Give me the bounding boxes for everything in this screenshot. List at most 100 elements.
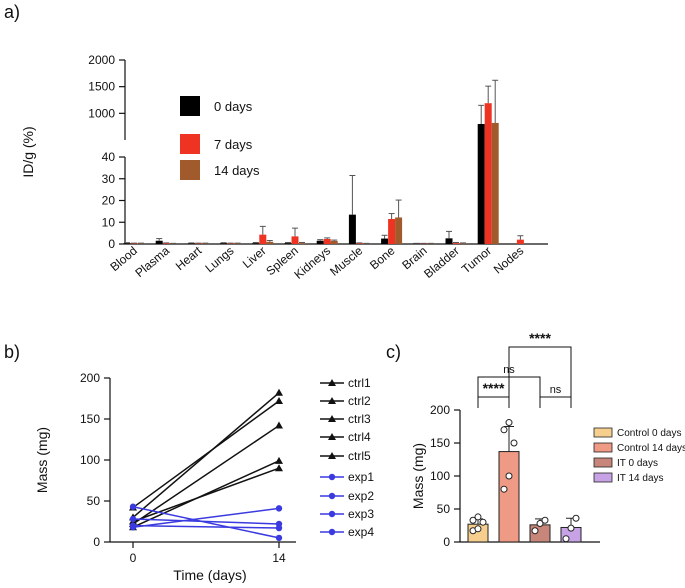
panel-a-label: a) [4,2,20,22]
legend-marker-exp2 [328,492,336,500]
bar-liver-0-days [252,243,260,244]
chart-b-xtick-label: 0 [130,551,137,565]
bar-bladder-14-days [459,243,467,244]
comparison-label: **** [529,330,551,346]
comparison-label: ns [550,384,562,396]
datapoint-control-14-days [505,472,513,480]
chart-a-ytick-label: 30 [102,172,116,186]
chart-c-ticks: 0 50 100 150 200 [430,403,460,549]
chart-b-xlabel: Time (days) [173,567,246,583]
datapoint-it-0-days [531,527,539,535]
legend-label-exp2: exp2 [348,489,374,503]
bar-bone-7-days [388,218,396,244]
xtick-kidneys: Kidneys [291,244,333,282]
series-line-exp2 [132,518,280,525]
chart-a-ylabel: ID/g (%) [20,126,36,177]
legend-label-exp4: exp4 [348,525,374,539]
datapoint-control-14-days [510,439,518,447]
legend-marker-exp4 [328,528,336,536]
legend-marker-ctrl1 [328,379,336,386]
datapoint-control-14-days [500,485,508,493]
bar-control-14-days [498,451,520,543]
series-line-exp4 [132,524,280,529]
chart-a: ID/g (%) 0 10 20 30 40 1000 1500 2000 BloodPlas… [20,53,548,282]
series-line-ctrl3 [132,424,280,525]
panel-b-label: b) [4,342,20,362]
series-line-ctrl5 [132,467,280,523]
chart-b-ytick-label: 50 [87,494,101,508]
xtick-bone: Bone [367,243,398,272]
chart-b-ticks: 0 50 100 150 200 0 14 [80,371,286,565]
point-exp4 [275,524,283,532]
legend-swatch-7-days [180,134,200,154]
chart-c-ylabel: Mass (mg) [410,443,426,509]
legend-label-ctrl4: ctrl4 [348,430,371,444]
legend-label-ctrl2: ctrl2 [348,394,371,408]
bar-nodes-7-days [516,239,524,244]
datapoint-control-0-days [469,516,477,524]
comparison-label: **** [483,380,505,396]
legend-label-14-days: 14 days [214,163,260,178]
bar-bladder-7-days [452,243,460,244]
bar-plasma-0-days [155,240,163,244]
legend-swatch-control-14-days [593,442,613,453]
legend-label-ctrl5: ctrl5 [348,449,371,463]
bar-tumor-0-days [477,124,485,244]
legend-marker-exp1 [328,473,336,481]
datapoint-control-14-days [500,426,508,434]
chart-c-ytick-label: 100 [430,469,450,483]
datapoint-it-14-days [562,535,570,543]
legend-swatch-0-days [180,96,200,116]
legend-label-control-0-days: Control 0 days [617,428,681,439]
chart-a-ytick-label: 0 [108,237,115,251]
bar-kidneys-0-days [316,240,324,244]
datapoint-it-14-days [567,524,575,532]
chart-a-bars [123,79,524,244]
xtick-tumor: Tumor [459,244,494,277]
point-ctrl1 [275,388,283,396]
point-exp2 [129,515,137,523]
datapoint-it-0-days [536,520,544,528]
point-exp3 [275,534,283,542]
series-line-ctrl4 [132,460,280,528]
legend-label-7-days: 7 days [214,137,253,152]
chart-c-ytick-label: 200 [430,403,450,417]
point-ctrl5 [275,464,283,472]
chart-a-yticks: 0 10 20 30 40 1000 1500 2000 [88,53,125,251]
xtick-muscle: Muscle [327,243,365,278]
point-exp1 [275,505,283,512]
bar-blood-0-days [123,243,131,244]
bar-spleen-7-days [291,236,299,244]
chart-b-ytick-label: 100 [80,453,100,467]
bar-liver-14-days [266,241,274,244]
bar-bone-0-days [381,238,389,244]
bar-spleen-14-days [298,243,306,244]
datapoint-control-0-days [474,513,482,521]
chart-c-ytick-label: 0 [443,535,450,549]
chart-c-legend: Control 0 days Control 14 days IT 0 days IT… [593,427,685,484]
legend-swatch-it-0-days [593,457,613,468]
legend-label-control-14-days: Control 14 days [617,443,685,454]
legend-swatch-it-14-days [593,472,613,483]
datapoint-it-0-days [541,516,549,524]
xtick-bladder: Bladder [421,244,462,281]
bar-spleen-0-days [284,243,292,244]
bar-tumor-7-days [484,103,492,244]
chart-c-ytick-label: 150 [430,436,450,450]
legend-label-it-0-days: IT 0 days [617,458,658,469]
chart-b-legend: ctrl1 ctrl2 ctrl3 ctrl4 ctrl5 exp1 exp2 exp3 exp… [320,376,374,539]
datapoint-control-14-days [505,419,513,427]
bar-liver-7-days [259,234,267,244]
legend-label-exp1: exp1 [348,470,374,484]
chart-c-bars [467,419,582,543]
chart-a-ytick-label: 1000 [88,106,115,120]
bar-muscle-7-days [355,243,363,244]
point-ctrl4 [275,456,283,464]
legend-label-it-14-days: IT 14 days [617,473,664,484]
series-line-exp3 [132,506,280,539]
legend-swatch-control-0-days [593,427,613,438]
chart-a-ytick-label: 10 [102,215,116,229]
xtick-lungs: Lungs [202,244,236,276]
